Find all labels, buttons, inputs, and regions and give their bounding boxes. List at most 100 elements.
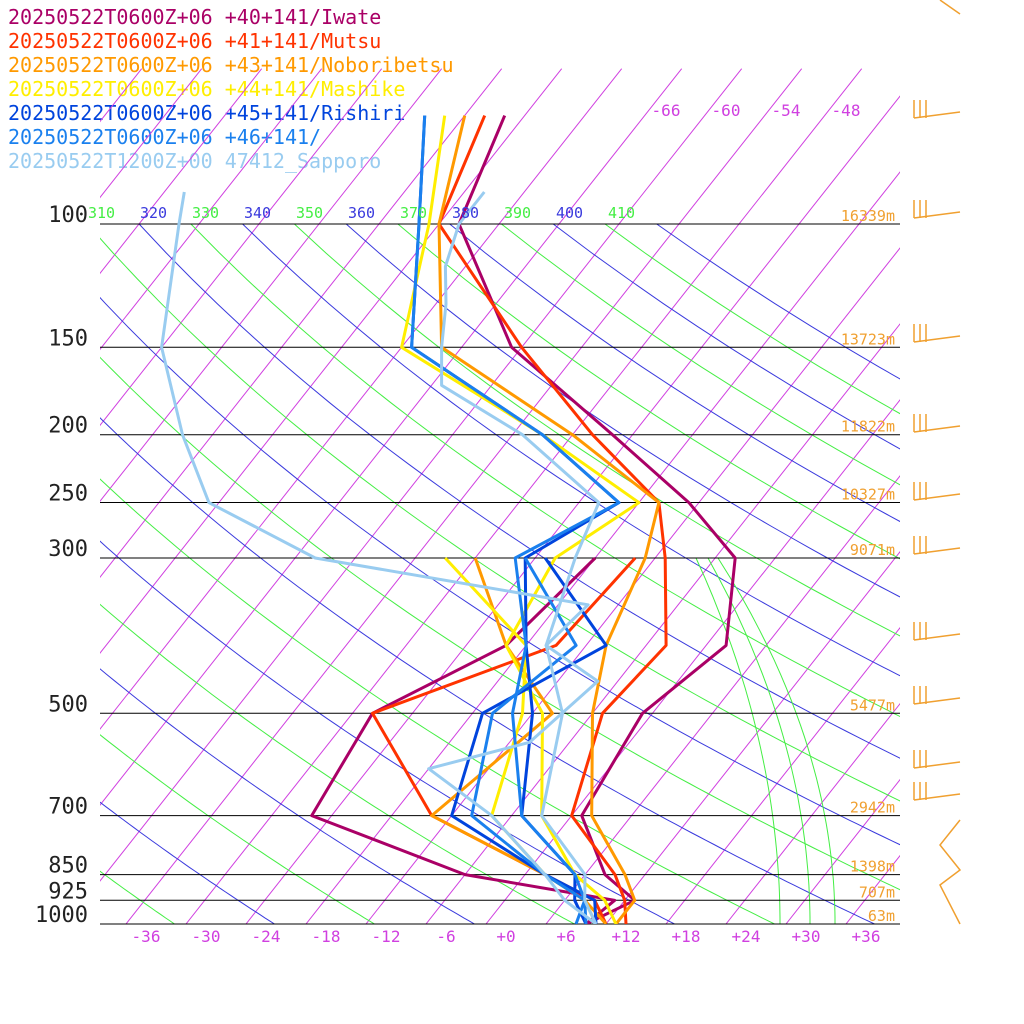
height-label: 1398m <box>850 858 895 876</box>
isotherm-line <box>100 68 383 427</box>
barb-staff <box>913 211 961 219</box>
wind-barbs <box>913 0 962 925</box>
mixing-ratio-line <box>717 557 836 924</box>
x-tick-label: -36 <box>132 927 161 946</box>
axis-labels: 100 16339m 150 13723m 200 11822m 250 10327m 300 9… <box>35 101 895 946</box>
isotherm-line <box>100 68 323 351</box>
moist-adiabat <box>100 356 900 891</box>
x-tick-label: +0 <box>496 927 515 946</box>
theta-label: 370 <box>400 204 427 222</box>
height-label: 13723m <box>841 330 895 348</box>
legend-entry: 20250522T1200Z+00 47412_Sapporo <box>8 149 381 173</box>
x-tick-label: +12 <box>612 927 641 946</box>
wind-barb <box>913 750 961 769</box>
pressure-label: 500 <box>48 692 88 717</box>
barb-staff <box>913 697 961 705</box>
pressure-label: 250 <box>48 482 88 507</box>
wind-barb <box>913 414 961 433</box>
height-label: 10327m <box>841 486 895 504</box>
sounding-profiles <box>160 115 737 924</box>
isotherm-line <box>125 68 803 924</box>
barb-staff <box>939 819 962 925</box>
x-tick-label: -6 <box>436 927 455 946</box>
dewpoint-line <box>160 191 600 924</box>
isotherm-line <box>100 68 443 503</box>
moist-adiabat <box>397 224 900 560</box>
theta-label: 310 <box>88 204 115 222</box>
theta-label: 410 <box>608 204 635 222</box>
wind-barb <box>913 100 961 119</box>
temperature-line <box>457 115 737 924</box>
barb-staff <box>913 425 961 433</box>
wind-barb <box>913 200 961 219</box>
isotherm-line <box>100 68 263 275</box>
mixing-ratio-line <box>695 557 781 924</box>
isotherm-line <box>185 68 863 924</box>
top-temp-label: -54 <box>772 101 801 120</box>
dewpoint-line <box>371 556 637 924</box>
isotherm-line <box>245 95 900 924</box>
pressure-label: 1000 <box>35 903 88 928</box>
height-label: 11822m <box>841 418 895 436</box>
x-tick-label: -18 <box>312 927 341 946</box>
adiabats <box>100 224 900 924</box>
legend-entry: 20250522T0600Z+06 +44+141/Mashike <box>8 77 405 101</box>
x-tick-label: +6 <box>556 927 575 946</box>
height-label: 9071m <box>850 541 895 559</box>
x-tick-label: -24 <box>252 927 281 946</box>
isotherm-line <box>605 551 900 924</box>
wind-barb <box>913 622 961 641</box>
legend: 20250522T0600Z+06 +40+141/Iwate20250522T… <box>8 5 454 173</box>
top-temp-label: -48 <box>832 101 861 120</box>
x-tick-label: +24 <box>732 927 761 946</box>
chart-grid <box>100 68 1024 925</box>
height-label: 2942m <box>850 799 895 817</box>
temperature-line <box>437 115 661 924</box>
barb-staff <box>913 547 961 555</box>
wind-barb <box>913 482 961 501</box>
dry-adiabat <box>656 224 900 380</box>
x-tick-label: +18 <box>672 927 701 946</box>
wind-barb <box>913 686 961 705</box>
theta-label: 330 <box>192 204 219 222</box>
series-group <box>160 191 601 924</box>
dry-adiabat <box>552 224 900 450</box>
theta-label: 340 <box>244 204 271 222</box>
isotherm-line <box>785 778 900 924</box>
barb-staff <box>939 0 961 15</box>
isotherm-line <box>906 69 1024 924</box>
isotherm-line <box>425 323 900 924</box>
mixing-ratio-line <box>707 557 811 924</box>
isotherm-line <box>100 68 563 654</box>
pressure-label: 850 <box>48 854 88 879</box>
x-tick-label: -30 <box>192 927 221 946</box>
wind-barb <box>913 782 961 801</box>
wind-barb <box>913 324 961 343</box>
theta-label: 390 <box>504 204 531 222</box>
dry-adiabat <box>242 224 900 677</box>
isotherm-line <box>305 171 900 924</box>
pressure-label: 700 <box>48 795 88 820</box>
x-tick-label: +30 <box>792 927 821 946</box>
temperature-line <box>440 191 601 924</box>
isotherm-line <box>665 626 900 924</box>
isotherm-line <box>100 68 503 578</box>
barb-staff <box>913 111 961 119</box>
moist-adiabat <box>604 224 900 415</box>
legend-entry: 20250522T0600Z+06 +41+141/Mutsu <box>8 29 381 53</box>
pressure-label: 150 <box>48 326 88 351</box>
barb-staff <box>913 335 961 343</box>
pressure-label: 300 <box>48 537 88 562</box>
barb-staff <box>913 793 961 801</box>
pressure-label: 200 <box>48 414 88 439</box>
isotherm-line <box>725 702 900 924</box>
profile-clip <box>160 115 737 924</box>
barb-staff <box>913 633 961 641</box>
dewpoint-line <box>450 557 608 924</box>
legend-entry: 20250522T0600Z+06 +43+141/Noboribetsu <box>8 53 454 77</box>
pressure-label: 925 <box>48 879 88 904</box>
height-label: 16339m <box>841 207 895 225</box>
top-temp-label: -60 <box>712 101 741 120</box>
barb-staff <box>913 493 961 501</box>
x-tick-label: -12 <box>372 927 401 946</box>
